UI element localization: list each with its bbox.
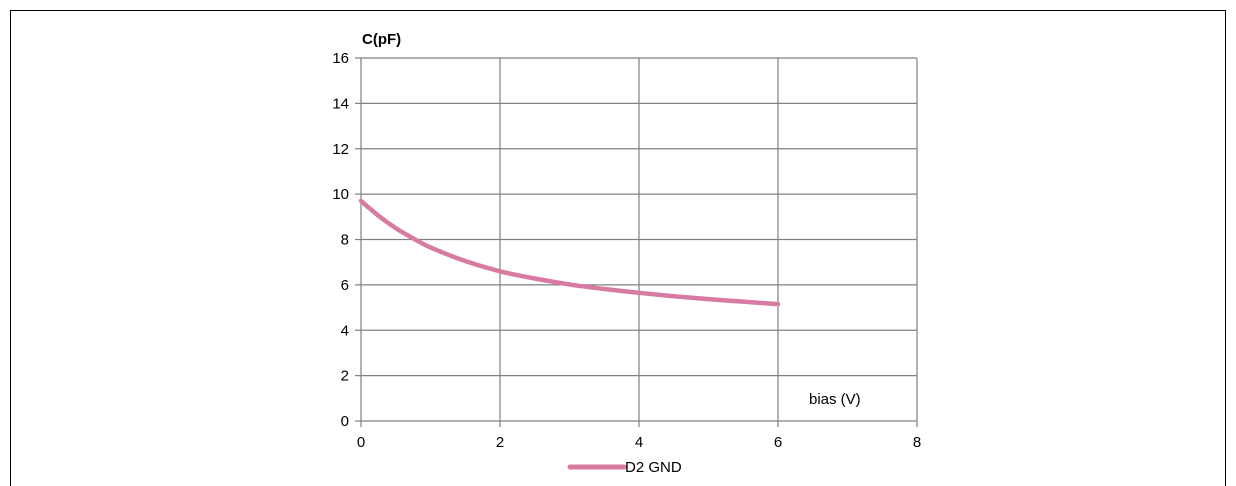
series-line-d2-gnd bbox=[358, 198, 781, 307]
y-tick-label: 0 bbox=[341, 413, 349, 430]
legend-label: D2 GND bbox=[625, 459, 682, 476]
axes bbox=[355, 57, 918, 427]
y-tick-label: 2 bbox=[341, 368, 349, 385]
y-axis-title: C(pF) bbox=[362, 31, 401, 48]
tick-labels: 0 2 4 6 8 10 12 14 16 0 2 4 6 8 bbox=[332, 50, 921, 451]
x-tick-label: 4 bbox=[635, 434, 643, 451]
figure-frame bbox=[10, 10, 1226, 486]
legend: D2 GND bbox=[567, 459, 682, 476]
x-axis-title: bias (V) bbox=[809, 391, 861, 408]
x-tick-label: 8 bbox=[913, 434, 921, 451]
y-tick-label: 14 bbox=[332, 95, 349, 112]
y-tick-label: 4 bbox=[341, 322, 349, 339]
y-tick-label: 8 bbox=[341, 232, 349, 249]
y-tick-label: 16 bbox=[332, 50, 349, 67]
x-tick-label: 2 bbox=[496, 434, 504, 451]
y-tick-label: 12 bbox=[332, 141, 349, 158]
x-tick-label: 6 bbox=[774, 434, 782, 451]
y-tick-label: 10 bbox=[332, 186, 349, 203]
grid bbox=[361, 57, 918, 421]
y-tick-label: 6 bbox=[341, 277, 349, 294]
series-layer bbox=[358, 198, 781, 307]
x-tick-label: 0 bbox=[357, 434, 365, 451]
